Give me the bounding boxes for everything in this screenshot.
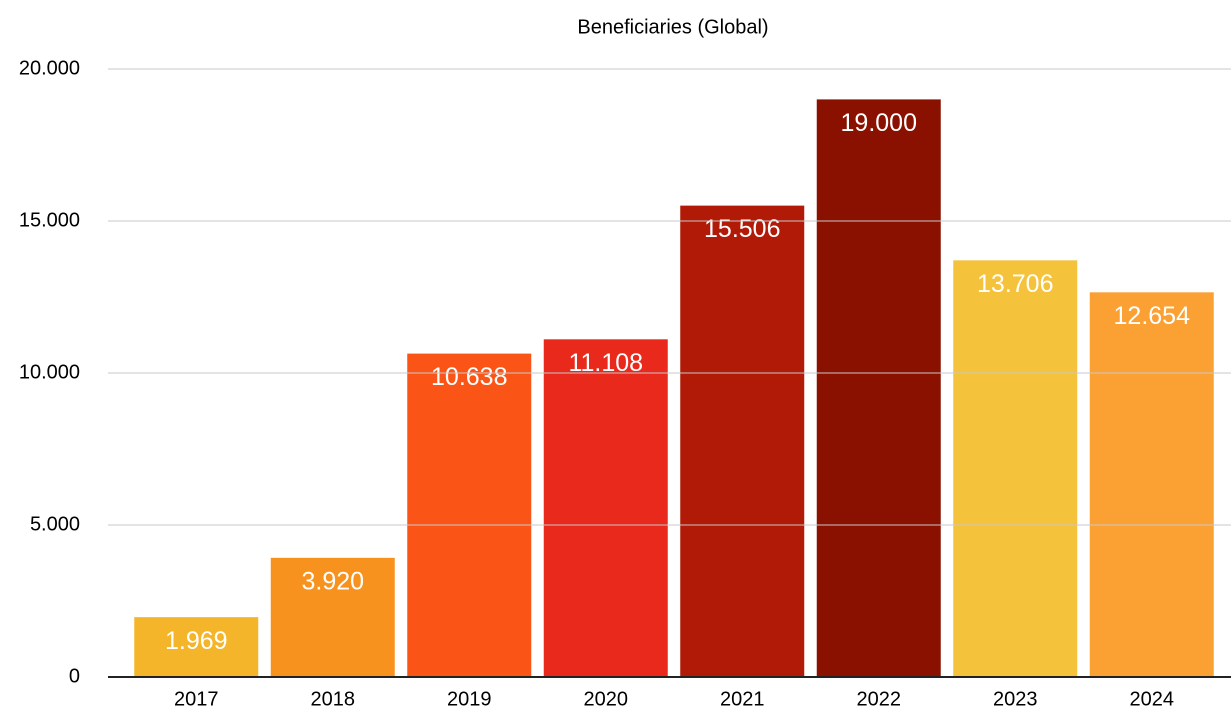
x-tick-label: 2020 [584,688,629,710]
value-label: 12.654 [1114,302,1191,330]
bar [816,99,941,677]
value-label: 3.920 [301,567,364,595]
x-tick-label: 2021 [720,688,765,710]
y-tick-label: 20.000 [19,57,80,79]
y-tick-label: 5.000 [30,513,80,535]
bar [680,205,805,677]
x-tick-label: 2019 [447,688,492,710]
x-tick-label: 2018 [311,688,356,710]
bar [270,557,395,677]
bar [543,339,668,677]
y-tick-label: 15.000 [19,209,80,231]
value-label: 10.638 [431,363,507,391]
chart-title: Beneficiaries (Global) [577,16,768,38]
value-label: 19.000 [841,109,917,137]
value-label: 11.108 [568,349,643,377]
value-label: 1.969 [165,627,228,655]
x-tick-label: 2022 [857,688,902,710]
bar [134,617,259,677]
bar [407,353,532,677]
value-label: 13.706 [977,270,1053,298]
bar [1089,292,1214,677]
x-tick-label: 2017 [174,688,219,710]
y-tick-label: 10.000 [19,361,80,383]
y-tick-label: 0 [69,665,80,687]
x-tick-label: 2023 [993,688,1038,710]
x-tick-label: 2024 [1130,688,1175,710]
value-label: 15.506 [704,215,780,243]
bar [953,260,1078,677]
